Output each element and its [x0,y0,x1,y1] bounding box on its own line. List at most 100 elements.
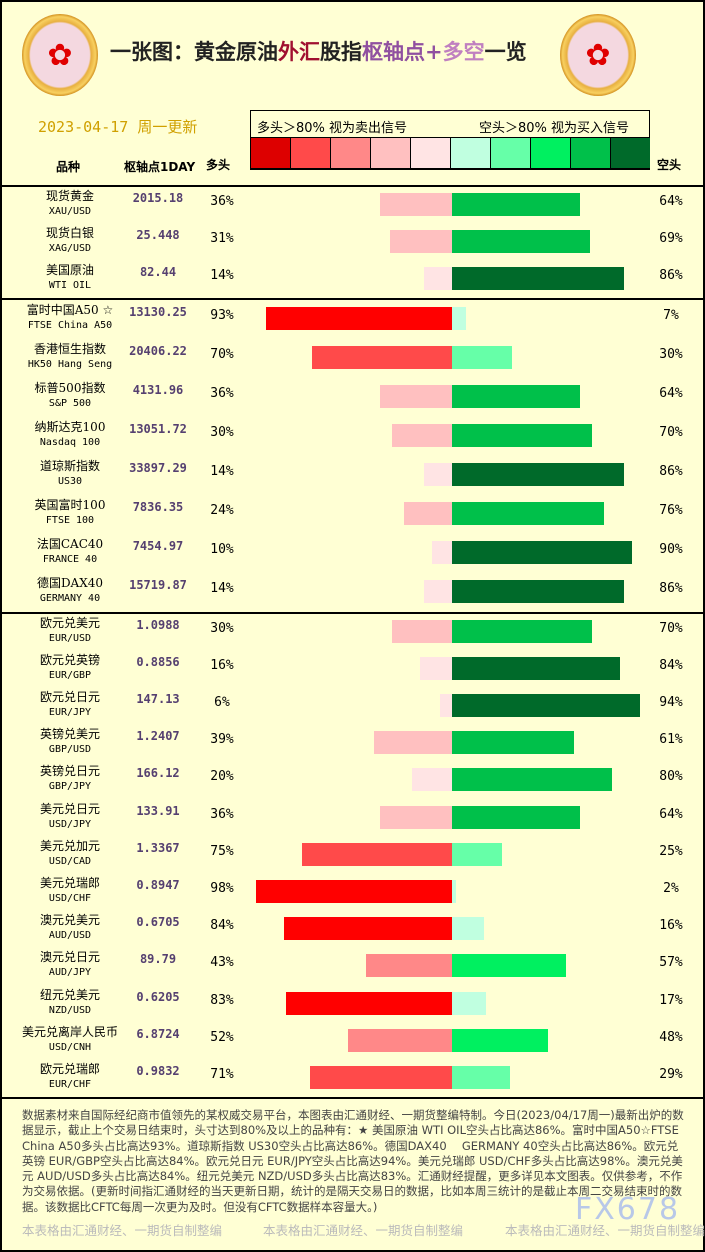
instrument-name: 美元兑离岸人民币 USD/CNH [0,1025,140,1055]
short-pct: 70% [659,424,683,440]
long-bar [302,842,452,866]
name-cn: 美元兑瑞郎 [39,875,100,890]
short-bar [452,501,604,525]
table-row: 道琼斯指数 US30 33897.29 14% 86% [0,455,705,494]
color-swatch [290,138,330,168]
name-en: AUD/USD [48,930,92,942]
table-row: 欧元兑瑞郎 EUR/CHF 0.9832 71% 29% [0,1059,705,1096]
pivot-value: 0.6705 [136,915,180,930]
long-bar [412,768,452,792]
short-pct: 29% [659,1066,683,1082]
name-en: USD/CAD [48,855,92,867]
long-pct: 36% [210,193,234,209]
long-bar [424,579,452,603]
title-part: 一张图：黄金原油 [110,39,278,64]
name-en: NZD/USD [48,1004,92,1016]
short-bar [452,266,624,290]
name-cn: 美元兑日元 [39,801,100,816]
name-en: FTSE 100 [45,514,95,526]
instrument-name: 现货黄金 XAU/USD [0,189,140,219]
name-en: GBP/USD [48,744,92,756]
long-pct: 14% [210,267,234,283]
long-bar [312,345,452,369]
title-part: 多空 [442,39,485,64]
instrument-name: 富时中国A50 ☆ FTSE China A50 [0,303,140,333]
short-bar [452,229,590,253]
long-bar [380,805,452,829]
short-pct: 86% [659,580,683,596]
name-en: WTI OIL [48,279,92,291]
pivot-value: 1.3367 [136,840,180,855]
name-cn: 法国CAC40 [36,536,104,551]
instrument-name: 香港恒生指数 HK50 Hang Seng [0,342,140,372]
color-swatch [330,138,370,168]
table-row: 法国CAC40 FRANCE 40 7454.97 10% 90% [0,533,705,572]
instrument-name: 欧元兑英镑 EUR/GBP [0,653,140,683]
long-bar [420,656,452,680]
instrument-name: 美国原油 WTI OIL [0,263,140,293]
color-swatch [610,138,650,168]
page-title: 一张图：黄金原油外汇股指枢轴点+多空一览 [110,36,527,66]
pivot-value: 1.0988 [136,617,180,632]
short-bar [452,306,466,330]
instrument-name: 法国CAC40 FRANCE 40 [0,537,140,567]
col-pivot: 枢轴点1DAY [124,160,196,174]
long-bar [432,540,452,564]
short-bar [452,1065,510,1089]
pivot-value: 0.8856 [136,654,180,669]
pivot-value: 166.12 [136,766,180,781]
long-bar [424,462,452,486]
name-en: XAU/USD [48,205,92,217]
long-pct: 52% [210,1029,234,1045]
short-bar [452,619,592,643]
name-cn: 澳元兑美元 [39,913,100,928]
short-bar [452,192,580,216]
footer-note: 数据素材来自国际经纪商市值领先的某权威交易平台，本图表由汇通财经、一期货整编特制… [22,1108,684,1214]
title-part: 外汇 [278,39,320,64]
name-en: EUR/USD [48,632,92,644]
name-cn: 英国富时100 [34,497,106,512]
table-row: 澳元兑日元 AUD/JPY 89.79 43% 57% [0,948,705,985]
short-pct: 57% [659,955,683,971]
table-row: 美元兑离岸人民币 USD/CNH 6.8724 52% 48% [0,1022,705,1059]
pivot-value: 20406.22 [129,343,187,358]
instrument-name: 道琼斯指数 US30 [0,459,140,489]
name-en: HK50 Hang Seng [27,358,113,370]
short-bar [452,954,566,978]
short-bar [452,693,640,717]
instrument-name: 美元兑加元 USD/CAD [0,839,140,869]
short-pct: 69% [659,230,683,246]
update-date: 2023-04-17 周一更新 [38,116,197,137]
instrument-name: 现货白银 XAG/USD [0,226,140,256]
name-cn: 德国DAX40 [36,575,104,590]
name-en: S&P 500 [48,397,92,409]
name-en: USD/CNH [48,1041,92,1053]
table-row: 纳斯达克100 Nasdaq 100 13051.72 30% 70% [0,416,705,455]
long-bar [380,384,452,408]
name-cn: 香港恒生指数 [33,341,106,356]
name-cn: 标普500指数 [34,380,106,395]
long-pct: 70% [210,346,234,362]
title-part: 枢轴点+ [362,39,443,64]
pivot-value: 13051.72 [129,421,187,436]
divider [0,1097,705,1099]
long-pct: 6% [214,694,230,710]
short-bar [452,879,456,903]
instrument-name: 纽元兑美元 NZD/USD [0,988,140,1018]
table-row: 英国富时100 FTSE 100 7836.35 24% 76% [0,494,705,533]
instrument-name: 澳元兑美元 AUD/USD [0,913,140,943]
table-row: 富时中国A50 ☆ FTSE China A50 13130.25 93% 7% [0,299,705,338]
pivot-value: 89.79 [139,952,177,967]
pivot-value: 13130.25 [129,304,187,319]
color-swatch [250,138,290,168]
long-bar [404,501,452,525]
col-name: 品种 [56,160,81,174]
pivot-value: 0.8947 [136,877,180,892]
short-pct: 64% [659,806,683,822]
pivot-value: 82.44 [139,264,177,279]
title-part: 一览 [484,39,527,64]
long-pct: 93% [210,307,234,323]
short-bar [452,768,612,792]
name-cn: 英镑兑美元 [39,727,100,742]
short-pct: 86% [659,267,683,283]
